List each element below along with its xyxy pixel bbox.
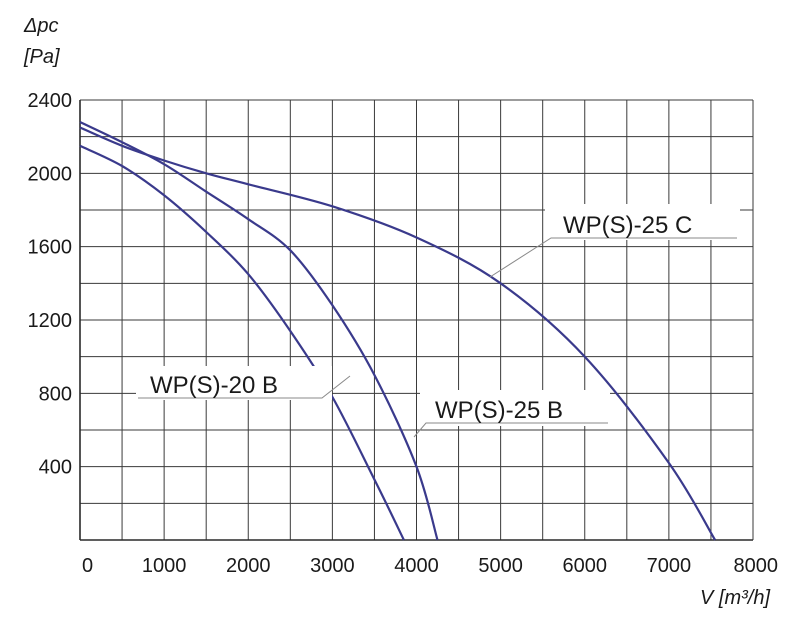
callout-wp-s-20-b: WP(S)-20 B bbox=[136, 366, 351, 400]
series-line-wp-s-20-b bbox=[79, 144, 405, 541]
series-curves bbox=[79, 121, 717, 541]
series-label: WP(S)-25 B bbox=[435, 397, 563, 424]
x-tick-label: 1000 bbox=[142, 555, 187, 577]
y-axis-unit: [Pa] bbox=[23, 46, 60, 68]
y-tick-label: 400 bbox=[39, 457, 72, 479]
x-axis-label: V [m³/h] bbox=[700, 587, 770, 609]
x-tick-label: 7000 bbox=[647, 555, 692, 577]
series-callouts: WP(S)-20 B WP(S)-25 B WP(S)-25 C bbox=[136, 204, 740, 438]
callout-box bbox=[420, 390, 610, 426]
callout-box bbox=[545, 204, 740, 240]
y-tick-label: 1600 bbox=[28, 237, 73, 259]
x-tick-label: 8000 bbox=[734, 555, 779, 577]
x-tick-label: 4000 bbox=[394, 555, 439, 577]
callout-wp-s-25-b: WP(S)-25 B bbox=[413, 390, 610, 438]
tick-labels: 0 1000 2000 3000 4000 5000 6000 7000 8000 400 800 1… bbox=[28, 90, 779, 577]
series-line-wp-s-25-c bbox=[79, 126, 717, 541]
callout-leader bbox=[489, 237, 737, 278]
y-tick-label: 2000 bbox=[28, 163, 73, 185]
axes bbox=[79, 100, 753, 541]
callout-wp-s-25-c: WP(S)-25 C bbox=[489, 204, 740, 278]
y-tick-label: 2400 bbox=[28, 90, 73, 112]
callout-leader bbox=[138, 375, 351, 399]
x-tick-label: 5000 bbox=[478, 555, 523, 577]
x-tick-label: 3000 bbox=[310, 555, 355, 577]
series-label: WP(S)-25 C bbox=[563, 212, 692, 239]
x-tick-label: 6000 bbox=[563, 555, 608, 577]
callout-box bbox=[136, 366, 332, 400]
x-tick-label: 0 bbox=[82, 555, 93, 577]
y-axis-label: Δpc bbox=[23, 15, 59, 37]
series-line-wp-s-25-b bbox=[79, 121, 439, 541]
callout-leader bbox=[413, 422, 608, 438]
y-tick-label: 800 bbox=[39, 383, 72, 405]
x-tick-label: 2000 bbox=[226, 555, 271, 577]
y-tick-label: 1200 bbox=[28, 310, 73, 332]
series-label: WP(S)-20 B bbox=[150, 372, 278, 399]
